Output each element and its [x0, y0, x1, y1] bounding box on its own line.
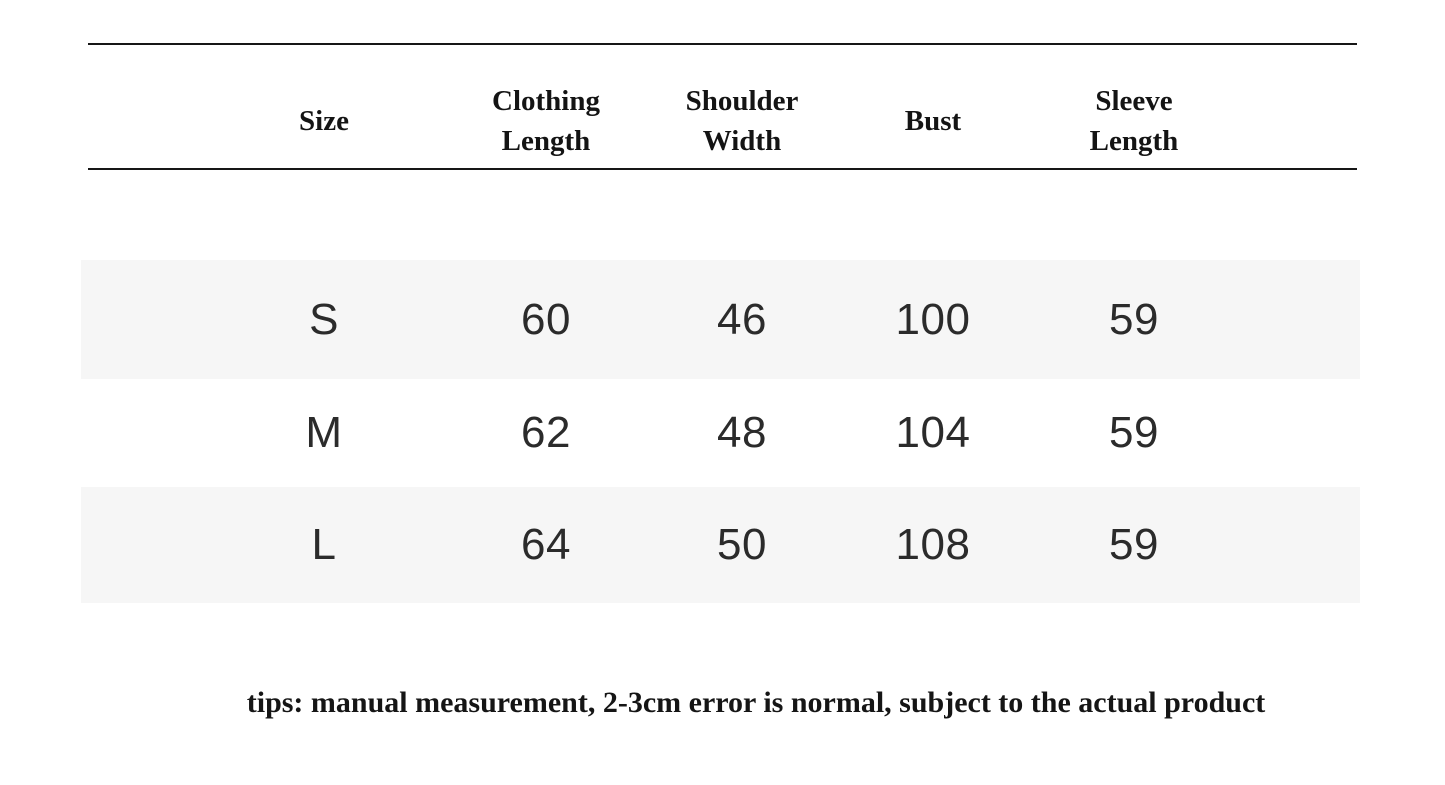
table-row-m: M 62 48 104 59	[81, 379, 1360, 487]
table-body: S 60 46 100 59 M 62 48 104 59 L 64 50 10…	[81, 260, 1360, 603]
cell-sleeve-length: 59	[1109, 520, 1159, 569]
cell-sleeve-length: 59	[1109, 294, 1159, 344]
column-header-shoulder-width: Shoulder Width	[652, 73, 832, 168]
cell-shoulder-width: 48	[717, 408, 767, 457]
tips-note: tips: manual measurement, 2-3cm error is…	[246, 686, 1266, 719]
column-header-sleeve-length-label: Sleeve Length	[1089, 84, 1179, 157]
column-header-bust: Bust	[832, 73, 1034, 168]
cell-size: S	[309, 294, 339, 344]
cell-bust: 100	[895, 294, 971, 344]
column-header-size-label: Size	[299, 104, 349, 137]
cell-size: L	[311, 520, 337, 569]
cell-shoulder-width: 50	[717, 520, 767, 569]
cell-size: M	[305, 408, 343, 457]
cell-shoulder-width: 46	[717, 294, 767, 344]
column-header-size: Size	[208, 73, 440, 168]
cell-bust: 104	[895, 408, 971, 457]
table-row-l: L 64 50 108 59	[81, 487, 1360, 603]
cell-clothing-length: 64	[521, 520, 571, 569]
column-header-clothing-length-label: Clothing Length	[492, 84, 600, 157]
column-header-shoulder-width-label: Shoulder Width	[685, 84, 799, 157]
table-header-bottom-rule	[88, 168, 1357, 170]
cell-sleeve-length: 59	[1109, 408, 1159, 457]
cell-bust: 108	[895, 520, 971, 569]
column-header-sleeve-length: Sleeve Length	[1034, 73, 1234, 168]
table-header-row: Size Clothing Length Shoulder Width Bust…	[88, 45, 1357, 168]
cell-clothing-length: 60	[521, 294, 571, 344]
table-top-rule	[88, 43, 1357, 45]
column-header-clothing-length: Clothing Length	[440, 73, 652, 168]
column-header-bust-label: Bust	[904, 104, 962, 137]
table-row-s: S 60 46 100 59	[81, 260, 1360, 379]
cell-clothing-length: 62	[521, 408, 571, 457]
